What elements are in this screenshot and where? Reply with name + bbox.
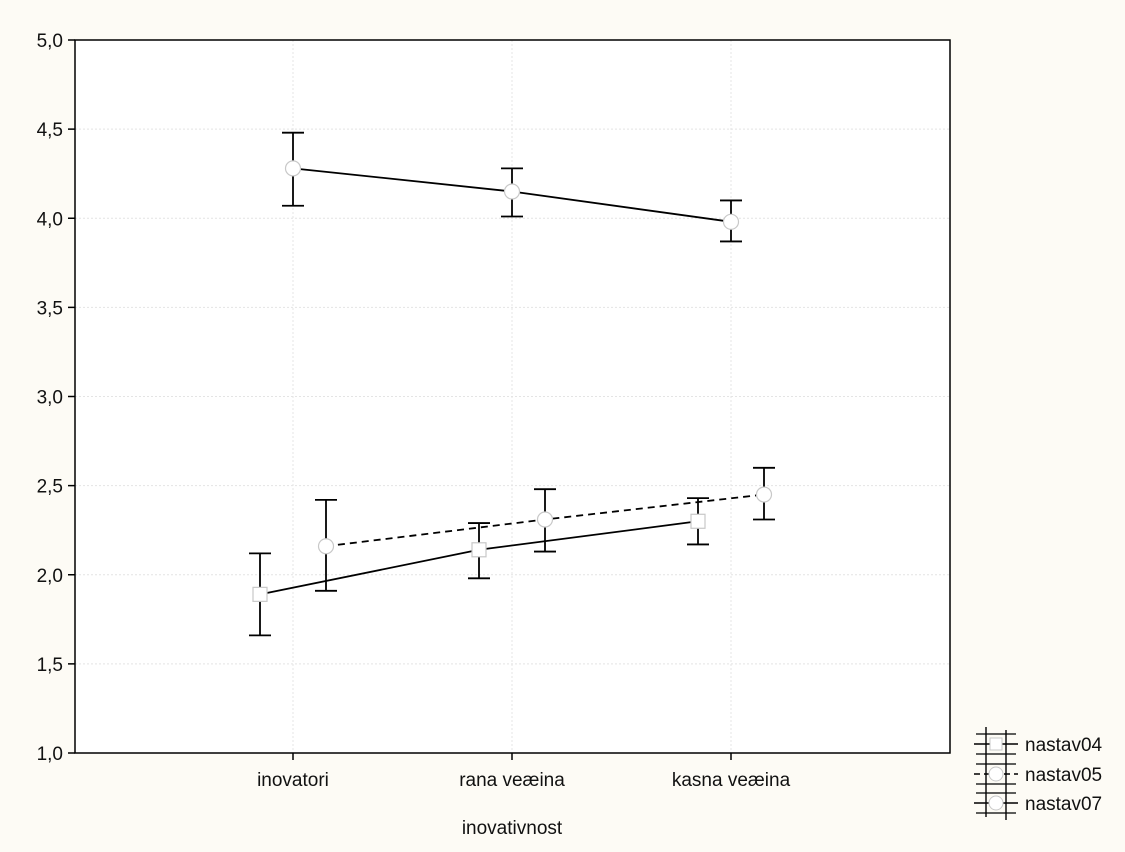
y-tick-label: 1,5 bbox=[37, 655, 63, 676]
legend-label: nastav05 bbox=[1025, 765, 1102, 786]
x-tick-label: inovatori bbox=[257, 770, 329, 791]
y-tick-label: 3,5 bbox=[37, 298, 63, 319]
series-nastav07 bbox=[282, 131, 742, 243]
x-tick-label: kasna veæina bbox=[672, 770, 791, 791]
y-tick-label: 2,0 bbox=[37, 566, 63, 587]
y-tick-label: 1,0 bbox=[37, 744, 63, 765]
y-tick-label: 5,0 bbox=[37, 31, 63, 52]
data-point bbox=[471, 542, 487, 558]
series-group bbox=[249, 131, 775, 637]
y-axis: 1,0 1,5 2,0 2,5 3,0 3,5 4,0 4,5 5,0 bbox=[37, 31, 75, 765]
legend-label: nastav07 bbox=[1025, 794, 1102, 815]
x-axis: inovatori rana veæina kasna veæina bbox=[257, 753, 791, 791]
legend-marker bbox=[988, 766, 1004, 782]
data-point bbox=[536, 511, 554, 528]
grid-lines bbox=[75, 40, 950, 753]
data-point bbox=[252, 586, 268, 602]
data-point bbox=[690, 513, 706, 529]
data-point bbox=[755, 486, 773, 503]
legend-marker bbox=[988, 795, 1004, 811]
y-tick-label: 4,5 bbox=[37, 120, 63, 141]
y-tick-label: 3,0 bbox=[37, 388, 63, 409]
data-point bbox=[317, 538, 335, 555]
data-point bbox=[503, 183, 521, 200]
legend-label: nastav04 bbox=[1025, 735, 1103, 756]
plot-border bbox=[74, 39, 951, 754]
y-tick-label: 2,5 bbox=[37, 477, 63, 498]
series-nastav05 bbox=[315, 466, 775, 592]
legend-marker bbox=[989, 737, 1003, 751]
y-tick-label: 4,0 bbox=[37, 209, 63, 230]
legend: nastav04 nastav05 nastav07 bbox=[974, 727, 1103, 820]
x-tick-label: rana veæina bbox=[459, 770, 565, 791]
data-point bbox=[284, 160, 302, 177]
series-nastav04 bbox=[249, 497, 709, 637]
data-point bbox=[722, 213, 740, 230]
x-axis-title: inovativnost bbox=[462, 818, 563, 839]
